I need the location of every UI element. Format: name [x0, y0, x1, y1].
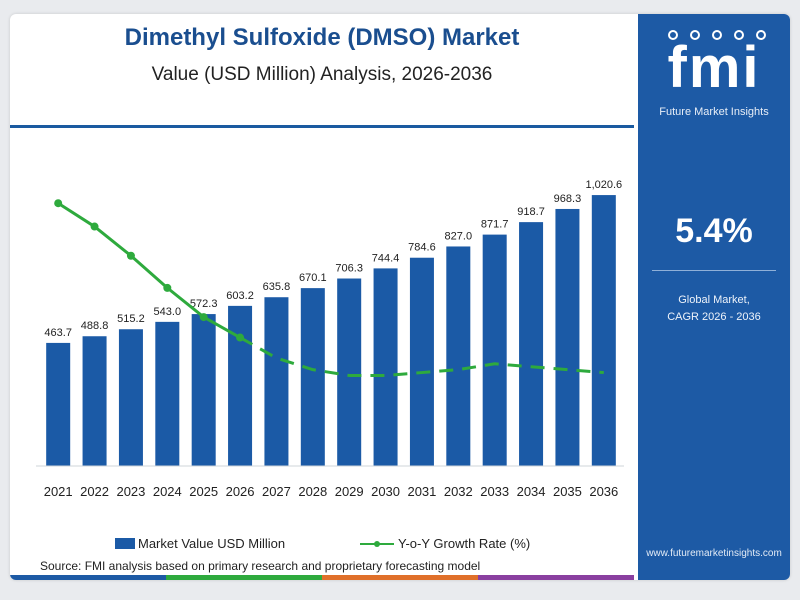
- legend-bar-swatch: [115, 538, 135, 549]
- bar-value-label: 827.0: [445, 230, 473, 242]
- x-tick-label: 2033: [480, 484, 509, 499]
- x-tick-label: 2030: [371, 484, 400, 499]
- bar-value-label: 635.8: [263, 281, 291, 293]
- legend-bar-label: Market Value USD Million: [138, 536, 286, 551]
- x-tick-label: 2023: [116, 484, 145, 499]
- bar-value-label: 603.2: [226, 290, 254, 302]
- bar-value-label: 488.8: [81, 320, 109, 332]
- bar-2025: [191, 314, 216, 466]
- bar-2023: [118, 329, 143, 466]
- sidebar-divider: [652, 270, 776, 271]
- bar-value-label: 744.4: [372, 252, 400, 264]
- x-tick-label: 2027: [262, 484, 291, 499]
- cagr-value: 5.4%: [675, 212, 753, 250]
- bar-value-label: 706.3: [335, 263, 363, 275]
- growth-point-2025: [199, 313, 208, 322]
- logo-subtitle: Future Market Insights: [659, 106, 769, 118]
- growth-line-dashed: [239, 336, 604, 377]
- website-link[interactable]: www.futuremarketinsights.com: [646, 548, 782, 559]
- bar-2031: [409, 257, 434, 466]
- logo-wordmark: fmi: [667, 35, 761, 100]
- bar-2032: [446, 246, 471, 466]
- chart-legend: Market Value USD Million Y-o-Y Growth Ra…: [10, 536, 634, 556]
- x-tick-label: 2032: [444, 484, 473, 499]
- sidebar-panel: fmi Future Market Insights 5.4% Global M…: [638, 14, 790, 580]
- legend-line-label: Y-o-Y Growth Rate (%): [398, 536, 531, 551]
- cagr-label-line2: CAGR 2026 - 2036: [667, 311, 761, 323]
- x-tick-label: 2036: [589, 484, 618, 499]
- accent-bar: [10, 575, 634, 580]
- title-divider: [10, 125, 634, 128]
- bar-2034: [519, 222, 544, 466]
- growth-point-2024: [163, 283, 172, 292]
- growth-point-2022: [90, 222, 99, 231]
- bar-value-label: 784.6: [408, 242, 436, 254]
- bar-2024: [155, 321, 180, 466]
- market-chart: 463.7 2021 488.8 2022 515.2 2023 543.0 2024 572.…: [36, 179, 624, 499]
- cagr-label-line1: Global Market,: [678, 294, 750, 306]
- cagr-label: Global Market, CAGR 2026 - 2036: [638, 292, 790, 326]
- legend-item-bars: Market Value USD Million: [115, 536, 285, 551]
- x-tick-label: 2028: [298, 484, 327, 499]
- x-tick-label: 2025: [189, 484, 218, 499]
- x-tick-label: 2024: [153, 484, 182, 499]
- chart-title: Dimethyl Sulfoxide (DMSO) Market: [124, 24, 520, 51]
- bar-value-label: 968.3: [554, 193, 582, 205]
- accent-segment: [478, 575, 634, 580]
- x-tick-label: 2026: [226, 484, 255, 499]
- x-tick-label: 2034: [517, 484, 546, 499]
- x-tick-label: 2035: [553, 484, 582, 499]
- bar-2028: [300, 288, 325, 466]
- bar-value-label: 572.3: [190, 298, 218, 310]
- x-tick-label: 2022: [80, 484, 109, 499]
- bar-value-label: 515.2: [117, 313, 145, 325]
- bar-value-label: 670.1: [299, 272, 327, 284]
- bar-value-label: 463.7: [44, 327, 72, 339]
- bar-value-label: 543.0: [154, 306, 182, 318]
- legend-item-line: Y-o-Y Growth Rate (%): [360, 536, 530, 551]
- growth-point-2021: [54, 199, 63, 208]
- bar-2029: [337, 278, 362, 466]
- x-tick-label: 2029: [335, 484, 364, 499]
- accent-segment: [166, 575, 322, 580]
- bar-2033: [482, 234, 507, 466]
- accent-segment: [322, 575, 478, 580]
- bar-2021: [46, 342, 71, 466]
- bar-2022: [82, 336, 107, 466]
- growth-line-solid: [57, 201, 241, 339]
- bar-2036: [591, 195, 616, 466]
- x-tick-label: 2031: [407, 484, 436, 499]
- logo-icons: [668, 30, 768, 44]
- bar-2035: [555, 208, 580, 466]
- bar-2030: [373, 268, 398, 466]
- bar-value-label: 1,020.6: [585, 179, 622, 191]
- growth-point-2023: [126, 251, 135, 260]
- bar-value-label: 871.7: [481, 219, 509, 231]
- source-note: Source: FMI analysis based on primary re…: [40, 559, 481, 573]
- bar-value-label: 918.7: [517, 206, 545, 218]
- growth-point-2026: [236, 333, 245, 342]
- infographic-card: Dimethyl Sulfoxide (DMSO) Market Value (…: [10, 14, 790, 580]
- fmi-logo: fmi Future Market Insights: [638, 28, 790, 118]
- x-tick-label: 2021: [44, 484, 73, 499]
- bar-2026: [228, 305, 253, 466]
- legend-line-swatch: [360, 538, 394, 550]
- accent-segment: [10, 575, 166, 580]
- bar-2027: [264, 297, 289, 466]
- chart-subtitle: Value (USD Million) Analysis, 2026-2036: [151, 64, 493, 85]
